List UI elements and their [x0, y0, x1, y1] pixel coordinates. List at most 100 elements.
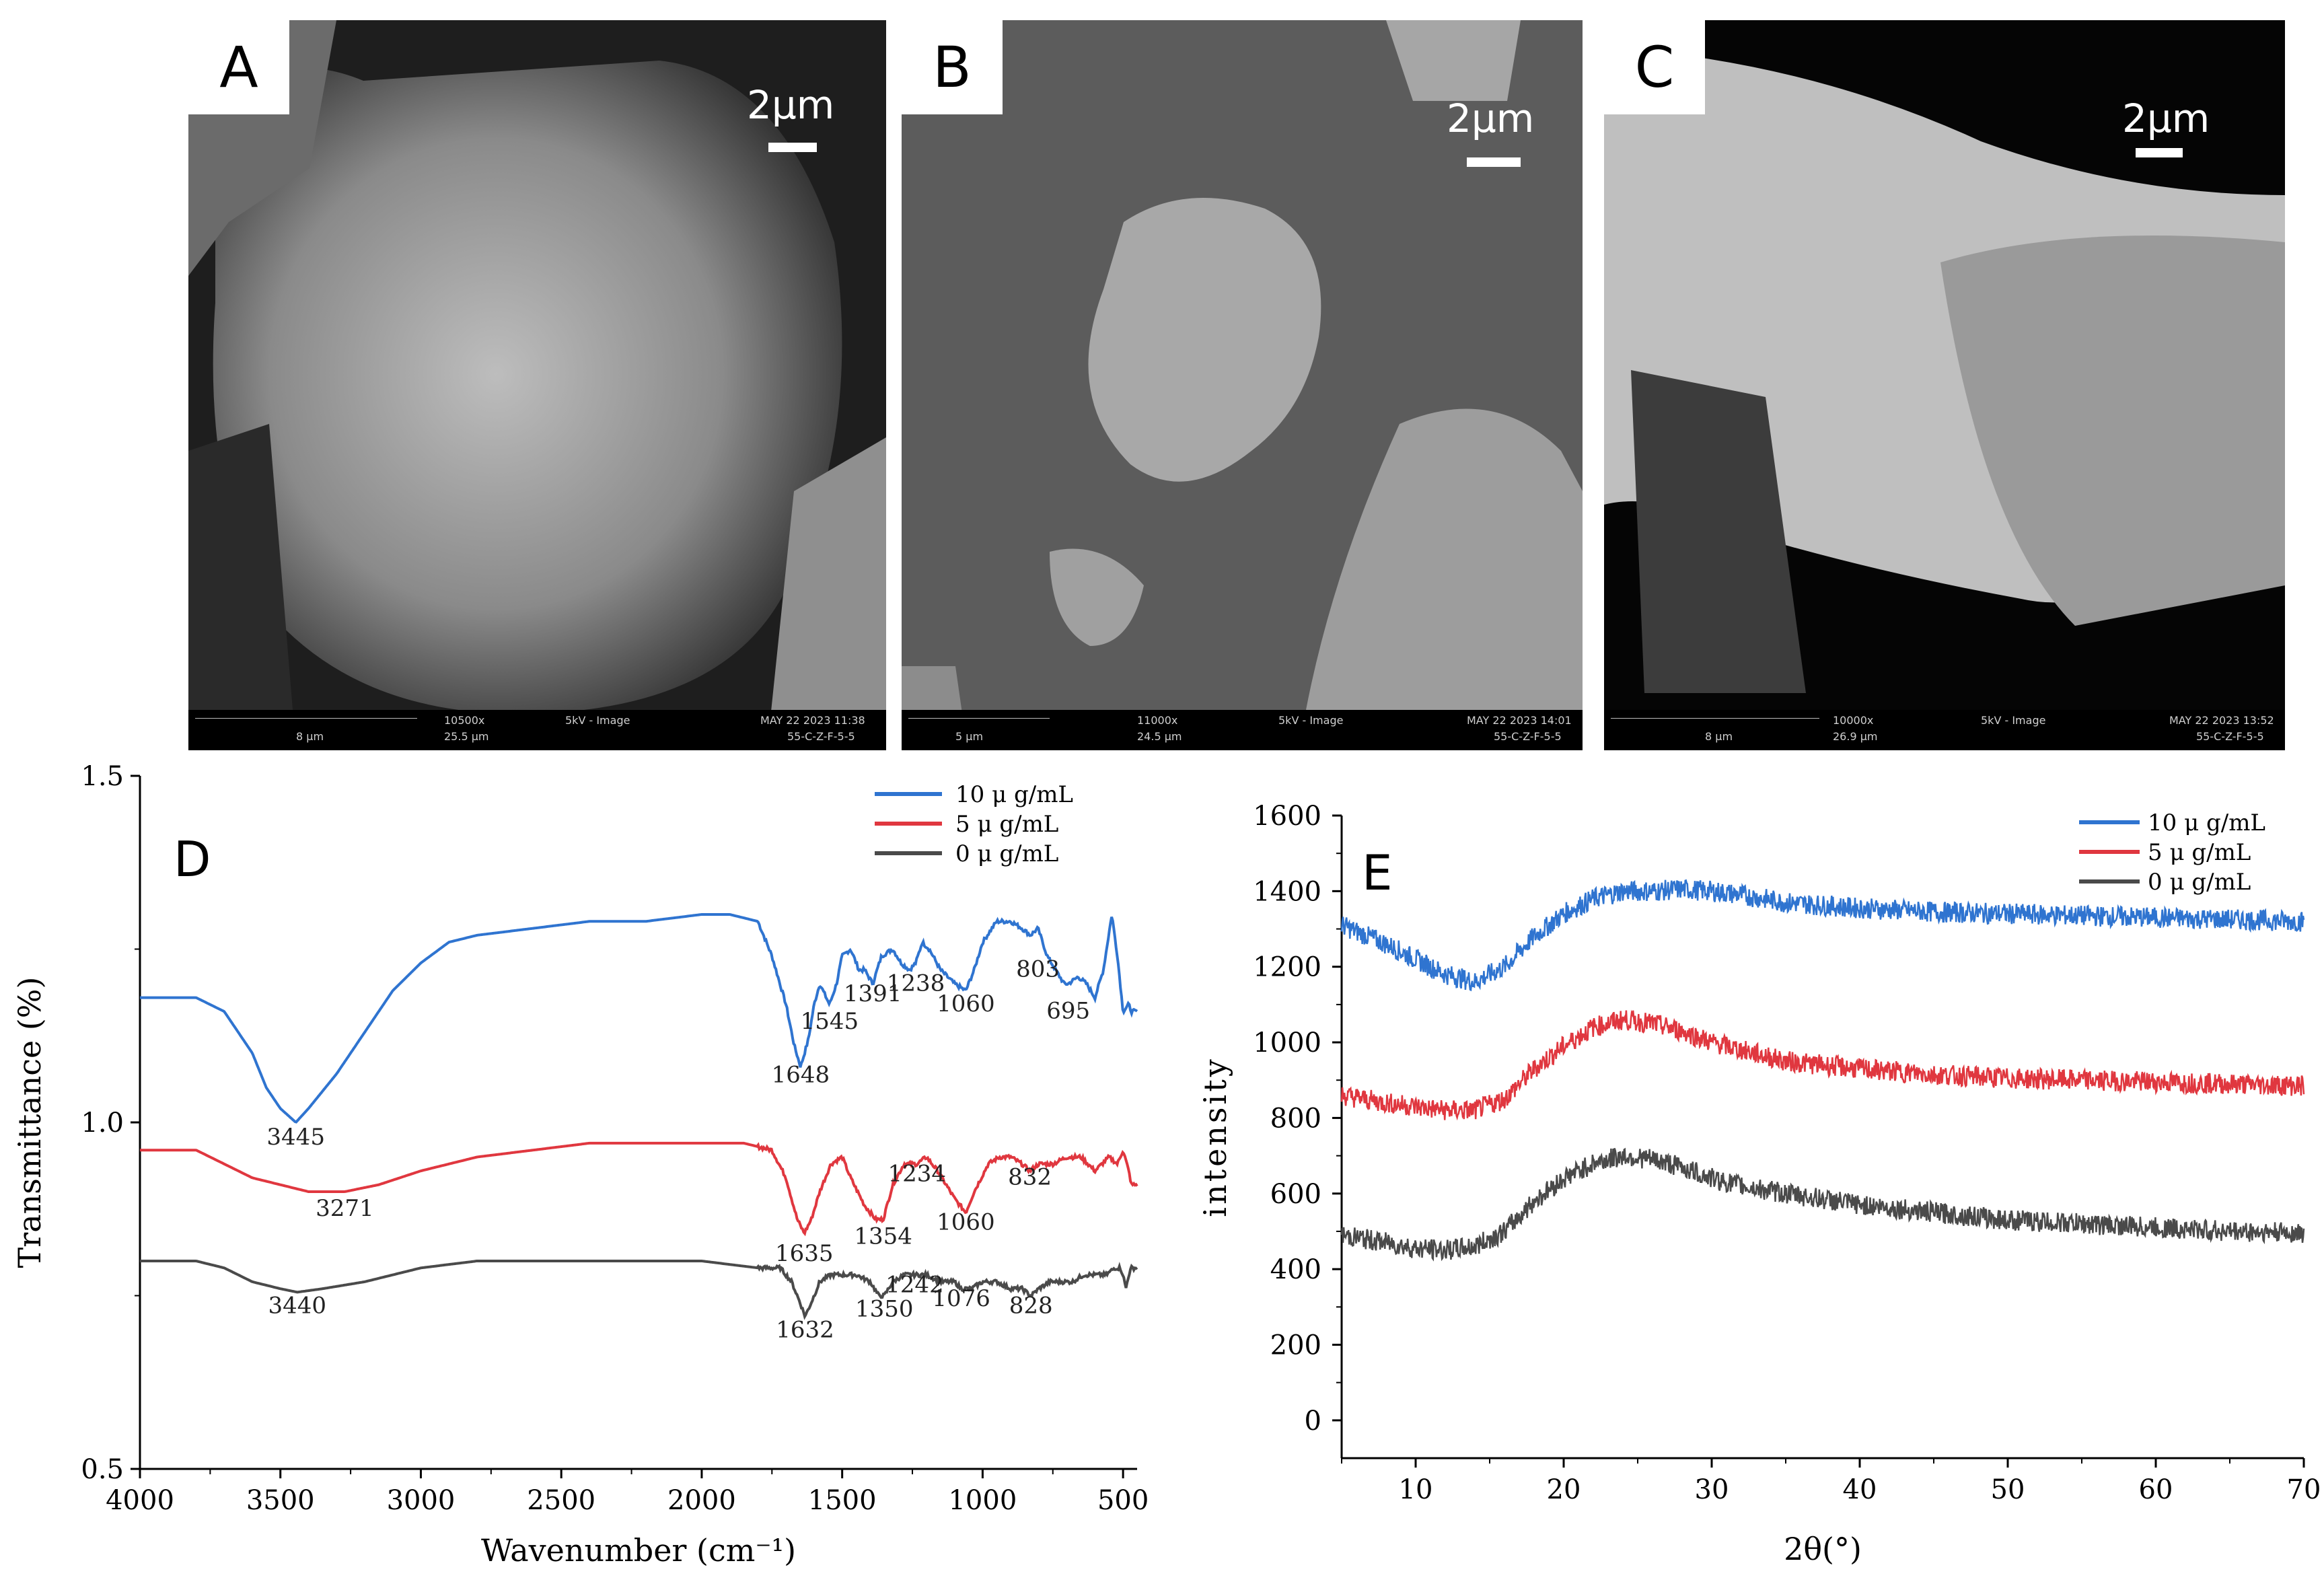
y-tick-label: 1.5 — [81, 761, 124, 792]
peak-label: 1545 — [801, 1008, 859, 1035]
series-line-0 — [1340, 879, 2305, 992]
panel-label-d: D — [174, 831, 211, 888]
sem-texture — [902, 20, 1583, 750]
x-tick-label: 1000 — [948, 1485, 1017, 1516]
legend-label-1: 5 μ g/mL — [955, 811, 1058, 838]
y-tick-label: 400 — [1270, 1254, 1321, 1285]
y-tick-label: 1400 — [1253, 876, 1321, 907]
x-tick-label: 2000 — [667, 1485, 736, 1516]
x-tick-label: 40 — [1843, 1474, 1877, 1505]
y-tick-label: 0.5 — [81, 1454, 124, 1485]
x-tick-label: 500 — [1097, 1485, 1149, 1516]
legend-label-0: 10 μ g/mL — [2148, 809, 2265, 836]
info-length: 8 μm — [1705, 730, 1733, 743]
y-tick-label: 1.0 — [81, 1108, 124, 1139]
x-axis-label: Wavenumber (cm⁻¹) — [481, 1532, 796, 1569]
peak-label: 1635 — [775, 1240, 834, 1267]
y-axis-label: Transmittance (%) — [11, 977, 48, 1268]
info-date: MAY 22 2023 14:01 — [1467, 714, 1572, 727]
peak-label: 832 — [1008, 1164, 1052, 1191]
x-tick-label: 60 — [2139, 1474, 2173, 1505]
sem-info-bar: 8 μm 10500x 25.5 μm 5kV - Image MAY 22 2… — [188, 710, 886, 750]
x-tick-label: 4000 — [106, 1485, 174, 1516]
info-length: 8 μm — [296, 730, 324, 743]
y-tick-label: 1000 — [1253, 1028, 1321, 1058]
info-magnification: 11000x — [1137, 714, 1178, 727]
peak-label: 828 — [1009, 1292, 1053, 1319]
ftir-chart: 4000 3500 3000 2500 2000 1500 1000 500 0.5 1.0 1.5… — [11, 761, 1149, 1569]
y-tick-label: 1600 — [1253, 801, 1321, 832]
info-mode: 5kV - Image — [1278, 714, 1344, 727]
y-tick-label: 0 — [1305, 1406, 1321, 1437]
info-mode: 5kV - Image — [1981, 714, 2046, 727]
x-tick-label: 3500 — [246, 1485, 315, 1516]
y-tick-label: 600 — [1270, 1179, 1321, 1210]
peak-label: 1060 — [937, 990, 995, 1017]
peak-label: 1234 — [887, 1161, 946, 1188]
sem-texture — [188, 20, 886, 750]
peak-label: 1648 — [772, 1061, 830, 1088]
info-sample: 55-C-Z-F-5-5 — [2196, 730, 2264, 743]
info-date: MAY 22 2023 11:38 — [760, 714, 865, 727]
sem-image-b: B 2μm 5 μm 11000x 24.5 μm 5kV - Image MA… — [902, 20, 1583, 750]
scale-bar — [2136, 148, 2183, 157]
peak-label: 1350 — [855, 1295, 914, 1322]
x-tick-label: 70 — [2287, 1474, 2321, 1505]
y-tick-label: 200 — [1270, 1330, 1321, 1361]
peak-label: 803 — [1016, 956, 1060, 983]
peak-label: 1354 — [854, 1223, 912, 1250]
y-tick-label: 1200 — [1253, 952, 1321, 983]
info-magnification: 10000x — [1833, 714, 1874, 727]
peak-label: 1391 — [844, 980, 902, 1007]
peak-label: 1242 — [885, 1271, 944, 1298]
info-hfw: 25.5 μm — [444, 730, 489, 743]
info-hfw: 26.9 μm — [1833, 730, 1878, 743]
info-mode: 5kV - Image — [565, 714, 630, 727]
x-tick-label: 20 — [1547, 1474, 1581, 1505]
peak-label: 3440 — [268, 1292, 327, 1319]
sem-info-bar: 5 μm 11000x 24.5 μm 5kV - Image MAY 22 2… — [902, 710, 1583, 750]
sem-texture — [1604, 20, 2285, 750]
series-line-1 — [1340, 1009, 2305, 1121]
info-sample: 55-C-Z-F-5-5 — [1494, 730, 1562, 743]
x-tick-label: 3000 — [387, 1485, 456, 1516]
peak-label: 3271 — [316, 1195, 374, 1222]
scale-bar-label: 2μm — [747, 82, 835, 128]
sem-info-bar: 8 μm 10000x 26.9 μm 5kV - Image MAY 22 2… — [1604, 710, 2285, 750]
legend-label-0: 10 μ g/mL — [955, 781, 1073, 808]
peak-label: 1060 — [937, 1209, 995, 1236]
series-line-2 — [140, 1260, 1138, 1320]
scale-bar-label: 2μm — [1447, 96, 1535, 141]
peak-label: 1076 — [932, 1285, 990, 1312]
peak-label: 1632 — [776, 1316, 834, 1343]
info-hfw: 24.5 μm — [1137, 730, 1182, 743]
y-tick-label: 800 — [1270, 1103, 1321, 1134]
peak-label: 1238 — [887, 970, 945, 997]
scale-bar-label: 2μm — [2122, 96, 2210, 141]
x-tick-label: 2500 — [527, 1485, 595, 1516]
peak-label: 695 — [1046, 998, 1090, 1025]
x-tick-label: 1500 — [808, 1485, 877, 1516]
info-date: MAY 22 2023 13:52 — [2169, 714, 2274, 727]
scale-bar — [1467, 157, 1521, 167]
panel-label-c: C — [1604, 20, 1705, 114]
legend-label-1: 5 μ g/mL — [2148, 839, 2251, 866]
sem-image-c: C 2μm 8 μm 10000x 26.9 μm 5kV - Image MA… — [1604, 20, 2285, 750]
x-tick-label: 50 — [1991, 1474, 2025, 1505]
panel-label-e: E — [1362, 844, 1393, 901]
panel-label-b: B — [902, 20, 1003, 114]
y-axis-label: intensity — [1197, 1056, 1233, 1217]
legend-label-2: 0 μ g/mL — [955, 840, 1058, 867]
legend-label-2: 0 μ g/mL — [2148, 869, 2251, 896]
peak-label: 3445 — [266, 1124, 325, 1151]
scale-bar — [768, 143, 817, 152]
info-length: 5 μm — [955, 730, 984, 743]
x-tick-label: 10 — [1399, 1474, 1433, 1505]
info-magnification: 10500x — [444, 714, 485, 727]
sem-image-a: A 2μm 8 μm 10500x 25.5 μm 5kV - Image MA… — [188, 20, 886, 750]
x-axis-label: 2θ(°) — [1784, 1531, 1862, 1567]
panel-label-a: A — [188, 20, 289, 114]
series-line-2 — [1340, 1147, 2305, 1262]
x-tick-label: 30 — [1695, 1474, 1729, 1505]
